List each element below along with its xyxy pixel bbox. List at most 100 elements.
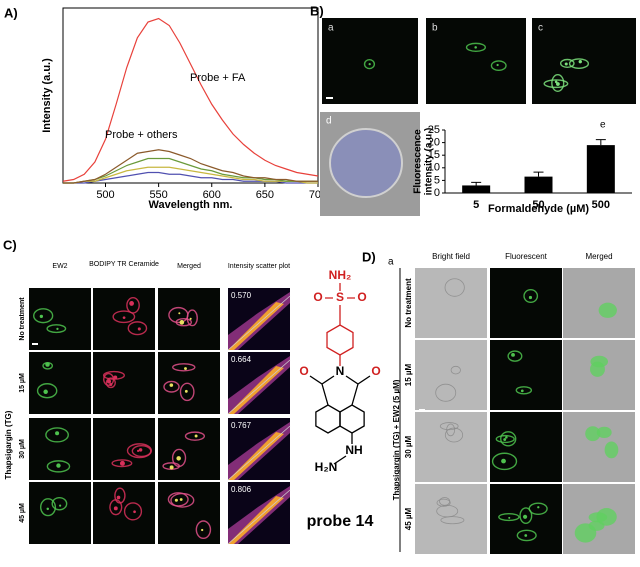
cell <box>596 426 612 439</box>
cell <box>491 452 518 471</box>
x-tick-label: 500 <box>592 199 610 211</box>
cell-spot <box>503 438 507 441</box>
cell-spot <box>189 317 192 320</box>
cell-spot <box>184 367 187 370</box>
cell <box>507 350 523 362</box>
cell-spot <box>528 295 533 300</box>
x-tick-label: 550 <box>149 189 167 201</box>
micrograph <box>29 352 91 414</box>
column-header: BODIPY TR Ceramide <box>89 261 159 268</box>
cell <box>559 58 575 69</box>
cell <box>46 460 71 473</box>
micrograph <box>532 18 636 104</box>
annotation: Probe + others <box>105 129 178 141</box>
y-axis-label: Intensity (a.u.) <box>41 58 53 133</box>
naphthalene-ring <box>339 404 365 434</box>
cell <box>46 324 67 334</box>
fit-line <box>227 295 291 351</box>
cell <box>171 448 187 468</box>
cell-spot <box>511 352 515 357</box>
micrograph <box>415 340 487 410</box>
x-axis-label: Formaldehyde (µM) <box>488 203 589 215</box>
atom-label: O <box>313 290 322 304</box>
image-label: a <box>328 23 334 34</box>
cell <box>436 498 451 507</box>
cell <box>51 496 68 511</box>
row-label: 15 µM <box>404 363 413 386</box>
cell-spot <box>59 504 62 507</box>
cell-spot <box>136 449 140 453</box>
annotation: Probe + FA <box>190 72 246 84</box>
micrograph <box>563 412 635 482</box>
cell <box>39 498 57 517</box>
micrograph <box>93 352 155 414</box>
cell <box>436 504 459 518</box>
cell <box>36 383 58 399</box>
x-tick-label: 5 <box>473 199 479 211</box>
row-label: 15 µM <box>19 373 26 393</box>
spectrum-line <box>63 166 318 184</box>
plot-frame <box>62 7 319 184</box>
y-tick-label: 0 <box>434 187 440 199</box>
micrograph <box>563 268 635 338</box>
bar <box>462 185 491 193</box>
cell-spot <box>501 458 506 464</box>
scale-bar <box>32 343 38 345</box>
side-label: Thapsigargin (TG) + EW2 (5 µM) <box>392 379 401 500</box>
cell <box>111 459 133 468</box>
micrograph <box>490 340 562 410</box>
compound-name: probe 14 <box>307 513 374 530</box>
bond <box>309 375 371 406</box>
cell <box>495 434 515 444</box>
cell-spot <box>138 448 143 452</box>
cell-spot <box>55 431 60 436</box>
cell-spot <box>133 510 136 514</box>
cell-spot <box>56 327 59 330</box>
cell <box>490 60 507 72</box>
row-label: No treatment <box>404 278 413 328</box>
row-label: 45 µM <box>19 503 26 523</box>
cell <box>585 426 601 442</box>
panel-label: B) <box>310 3 324 18</box>
cell <box>123 502 143 521</box>
coefficient: 0.806 <box>231 485 252 494</box>
y-axis-label: Fluorescence <box>413 129 424 194</box>
cell <box>465 42 486 52</box>
error-bar <box>533 171 544 177</box>
cell <box>596 508 617 526</box>
cell <box>444 427 464 443</box>
benzene-ring <box>326 324 354 356</box>
cell <box>179 382 195 402</box>
cell-spot <box>116 495 121 500</box>
image-label: d <box>326 116 332 127</box>
side-label: Thapsigargin (TG) <box>4 410 13 479</box>
column-header: EW2 <box>52 263 67 270</box>
atom-label: H₂N <box>315 460 338 474</box>
cell-spot <box>119 460 125 466</box>
cell <box>515 386 533 395</box>
micrograph <box>29 288 91 350</box>
cell <box>186 309 198 327</box>
cell-spot <box>184 389 188 393</box>
cell <box>543 79 569 89</box>
cell-spot <box>578 59 582 64</box>
atom-label: O <box>299 364 308 378</box>
cell-spot <box>474 46 477 49</box>
error-bar <box>595 139 606 146</box>
cell <box>45 427 69 443</box>
micrograph <box>415 268 487 338</box>
fit-line <box>227 359 291 415</box>
cell <box>170 492 195 508</box>
cell <box>444 278 465 297</box>
y-tick-label: 5 <box>434 174 440 186</box>
cell-spot <box>178 312 181 315</box>
cell <box>184 431 206 441</box>
micrograph <box>93 418 155 480</box>
cell-spot <box>174 498 178 502</box>
x-axis-label: Wavelength nm. <box>149 199 233 211</box>
atom-label: O <box>371 364 380 378</box>
cell <box>175 317 193 327</box>
cell <box>604 441 619 459</box>
column-header: Fluorescent <box>505 252 548 261</box>
